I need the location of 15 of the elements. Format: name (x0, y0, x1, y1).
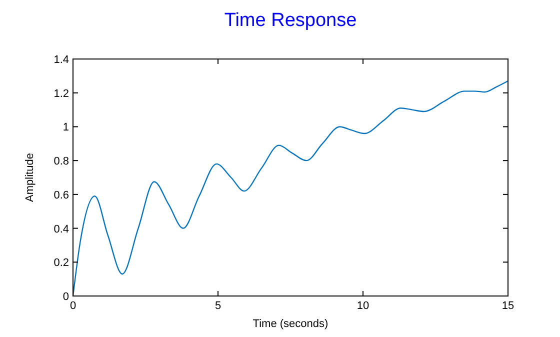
y-axis-title: Amplitude (24, 153, 36, 202)
x-tick-label: 5 (214, 300, 222, 312)
y-tick-label: 1.4 (54, 54, 69, 66)
y-tick-label: 1 (62, 122, 69, 134)
line-series (72, 80, 509, 297)
y-tick-label: 0.8 (54, 156, 69, 168)
x-axis-title: Time (seconds) (252, 318, 328, 330)
x-tick-label: 10 (356, 300, 370, 312)
y-tick-label: 0.6 (54, 189, 69, 202)
chart-title: Time Response (224, 10, 357, 31)
y-tick-label: 0.4 (54, 223, 69, 236)
x-tick-label: 15 (502, 300, 514, 312)
y-tick-label: 0 (62, 291, 69, 303)
y-tick-label: 1.2 (54, 88, 69, 100)
y-tick-label: 0.2 (54, 257, 69, 270)
